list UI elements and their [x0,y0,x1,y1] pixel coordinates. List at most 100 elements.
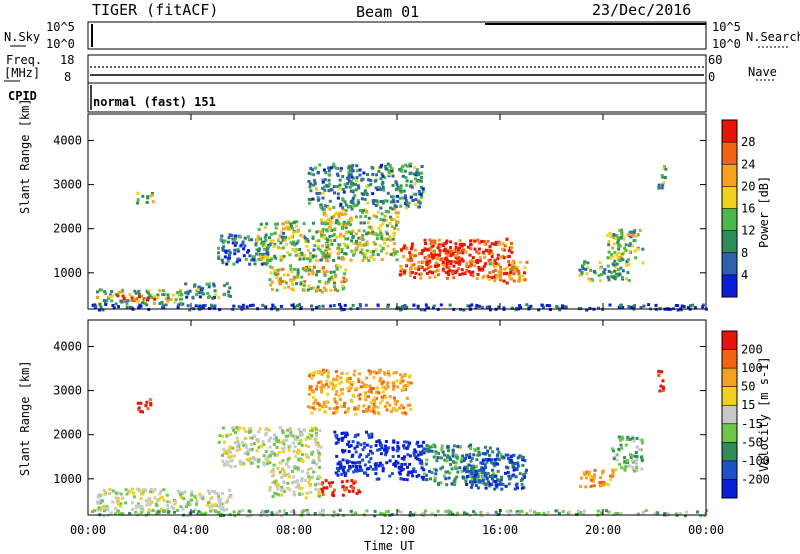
data-cell [475,303,479,307]
data-cell [317,475,321,479]
data-cell [121,496,125,500]
data-cell [384,230,388,234]
data-cell [356,199,360,203]
data-cell [100,499,104,503]
data-cell [102,514,106,518]
data-cell [323,178,327,182]
data-cell [105,299,109,302]
data-cell [333,285,337,289]
data-cell [354,433,358,437]
data-cell [449,262,453,266]
data-cell [367,221,370,225]
data-cell [476,475,480,479]
data-cell [454,453,458,457]
data-cell [320,487,324,491]
data-cell [282,255,286,258]
data-cell [303,254,307,258]
data-cell [318,370,322,373]
data-cell [314,166,317,170]
data-cell [476,453,480,457]
data-cell [313,407,317,411]
data-cell [540,303,544,307]
data-cell [275,492,279,496]
data-cell [600,509,604,513]
data-cell [464,250,468,254]
data-cell [327,255,331,259]
data-cell [346,176,350,180]
data-cell [454,246,458,249]
data-cell [494,242,498,246]
data-cell [303,236,307,240]
data-cell [314,443,318,447]
velocity-ylabel: Slant Range [km] [18,360,32,476]
data-cell [327,169,331,173]
data-cell [324,184,328,188]
data-cell [365,193,369,197]
data-cell [501,247,504,251]
data-cell [207,285,211,289]
colorbar-swatch [722,164,737,187]
data-cell [417,473,421,477]
data-cell [239,243,243,247]
data-cell [190,490,194,494]
data-cell [499,255,503,259]
data-cell [313,181,317,185]
data-cell [366,173,369,177]
data-cell [154,502,158,506]
data-cell [457,267,461,271]
data-cell [303,478,307,482]
data-cell [383,405,387,408]
data-cell [365,249,369,253]
data-cell [623,468,627,472]
data-cell [220,234,224,238]
data-cell [604,509,608,513]
data-cell [279,268,282,272]
data-cell [156,510,160,514]
freq-frame [87,54,707,84]
data-cell [396,221,400,224]
data-cell [293,248,297,252]
data-cell [141,488,145,492]
data-cell [136,198,140,202]
data-cell [359,385,363,389]
data-cell [118,512,122,516]
data-cell [280,493,284,497]
data-cell [507,249,511,253]
data-cell [369,409,373,413]
data-cell [328,182,332,186]
data-cell [169,298,173,301]
data-cell [318,191,322,195]
colorbar-swatch [722,442,737,462]
data-cell [342,257,346,261]
data-cell [354,215,358,219]
data-cell [248,262,252,266]
data-cell [630,454,634,458]
data-cell [253,262,257,266]
data-cell [266,459,270,463]
data-cell [258,247,261,251]
data-cell [368,225,372,229]
data-cell [439,456,443,460]
data-cell [332,304,336,307]
data-cell [491,468,495,472]
data-cell [397,446,401,450]
data-cell [599,480,603,484]
data-cell [440,257,444,261]
data-cell [235,445,239,449]
data-cell [346,407,350,411]
data-cell [317,489,321,493]
data-cell [264,510,268,514]
data-cell [438,253,441,257]
data-cell [313,512,317,515]
data-cell [102,488,106,492]
data-cell [521,463,525,467]
data-cell [372,406,376,410]
data-cell [469,242,473,246]
data-cell [241,303,245,307]
data-cell [227,495,231,499]
data-cell [235,448,239,452]
data-cell [469,485,473,489]
data-cell [151,509,155,512]
data-cell [473,477,477,481]
data-cell [162,289,165,293]
